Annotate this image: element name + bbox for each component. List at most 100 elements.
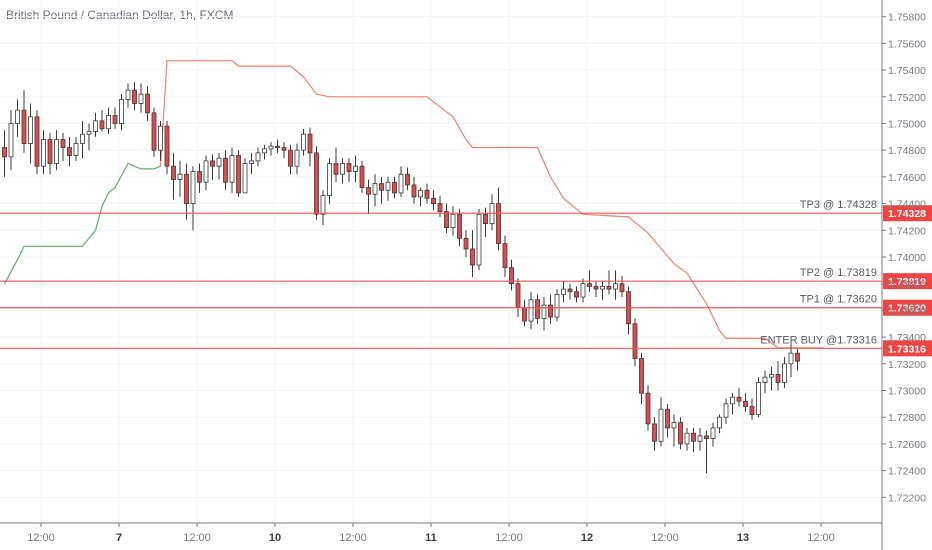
candle-body (561, 288, 566, 295)
candle-body (782, 363, 787, 383)
candle-body (444, 211, 449, 229)
candle-body (28, 116, 33, 144)
candle-body (119, 99, 124, 124)
candle-body (775, 374, 781, 383)
candle-body (223, 157, 228, 183)
candle-body (671, 422, 677, 429)
price-axis-label: 1.73000 (888, 386, 926, 398)
candle-body (210, 160, 215, 167)
candle-body (320, 195, 326, 215)
candle-body (73, 143, 79, 156)
candle-body (684, 432, 690, 445)
candle-body (470, 248, 475, 266)
candle-body (574, 291, 579, 298)
candle-body (704, 435, 709, 439)
price-axis-label: 1.74400 (888, 199, 926, 211)
candle-body (424, 189, 430, 199)
candle-body (151, 112, 157, 151)
candle-body (476, 213, 482, 266)
level-label: TP1 @ 1.73620 (800, 294, 877, 306)
candle-body (164, 125, 170, 167)
time-axis-label: 13 (737, 532, 749, 544)
candle-body (346, 163, 352, 172)
time-axis-label: 12:00 (339, 532, 367, 544)
candle-body (106, 115, 111, 130)
candle-body (366, 187, 371, 195)
candle-body (528, 299, 534, 322)
candle-body (47, 139, 53, 164)
candle-body (463, 237, 469, 250)
candle-body (756, 382, 761, 415)
candle-body (645, 392, 651, 425)
candle-body (749, 406, 755, 415)
candle-body (515, 283, 521, 309)
candle-body (80, 133, 85, 144)
candle-body (99, 120, 105, 130)
level-price-tag-text: 1.73620 (888, 303, 926, 315)
time-axis-label: 12:00 (495, 532, 523, 544)
level-price-tag-text: 1.73316 (888, 343, 926, 355)
candle-body (60, 139, 66, 148)
candle-body (788, 352, 794, 365)
candle-body (54, 139, 59, 164)
candle-body (795, 352, 800, 362)
candle-body (769, 374, 774, 378)
candle-body (606, 285, 612, 290)
candle-body (502, 243, 508, 269)
candle-body (171, 165, 176, 180)
candle-body (580, 283, 586, 298)
price-axis-label: 1.75400 (888, 65, 926, 77)
price-axis-label: 1.73400 (888, 332, 926, 344)
candle-body (723, 403, 729, 418)
upper-stop-line (159, 60, 824, 349)
candle-body (190, 171, 196, 204)
candle-body (658, 408, 664, 442)
candle-body (236, 155, 241, 194)
candle-body (736, 396, 742, 402)
candle-body (652, 423, 657, 442)
candle-body (535, 299, 540, 319)
candle-body (125, 89, 131, 100)
candle-body (288, 149, 293, 167)
level-label: ENTER BUY @1.73316 (760, 334, 877, 346)
candle-body (177, 173, 183, 180)
candle-body (743, 400, 748, 407)
candle-body (314, 152, 319, 215)
candle-body (281, 147, 287, 151)
price-axis-label: 1.73800 (888, 279, 926, 291)
candle-body (333, 163, 339, 175)
candle-body (138, 93, 144, 104)
level-label: TP3 @ 1.74328 (800, 199, 877, 211)
time-axis-label: 12:00 (807, 532, 835, 544)
price-axis-label: 1.72800 (888, 412, 926, 424)
price-axis-label: 1.74200 (888, 225, 926, 237)
price-axis-label: 1.75000 (888, 118, 926, 130)
candle-body (593, 285, 599, 290)
price-axis-label: 1.72400 (888, 466, 926, 478)
candle-body (34, 116, 40, 167)
price-axis-label: 1.74600 (888, 172, 926, 184)
price-axis-label: 1.75600 (888, 38, 926, 50)
price-axis-label: 1.74000 (888, 252, 926, 264)
candle-body (197, 171, 202, 183)
candle-body (522, 307, 527, 322)
level-label: TP2 @ 1.73819 (800, 267, 877, 279)
candle-body (15, 109, 20, 124)
candle-body (86, 131, 92, 135)
time-axis-label: 7 (116, 532, 122, 544)
candle-body (275, 145, 280, 148)
candle-body (8, 123, 14, 158)
time-axis-label: 11 (425, 532, 437, 544)
candle-body (632, 323, 638, 359)
level-price-tag (883, 299, 932, 316)
candle-body (353, 165, 358, 172)
candle-body (678, 422, 683, 445)
candle-body (392, 181, 397, 194)
level-price-tag (883, 205, 932, 222)
candle-body (431, 197, 436, 204)
level-price-tag (883, 340, 932, 357)
candle-body (112, 115, 118, 124)
time-axis-label: 12 (581, 532, 593, 544)
